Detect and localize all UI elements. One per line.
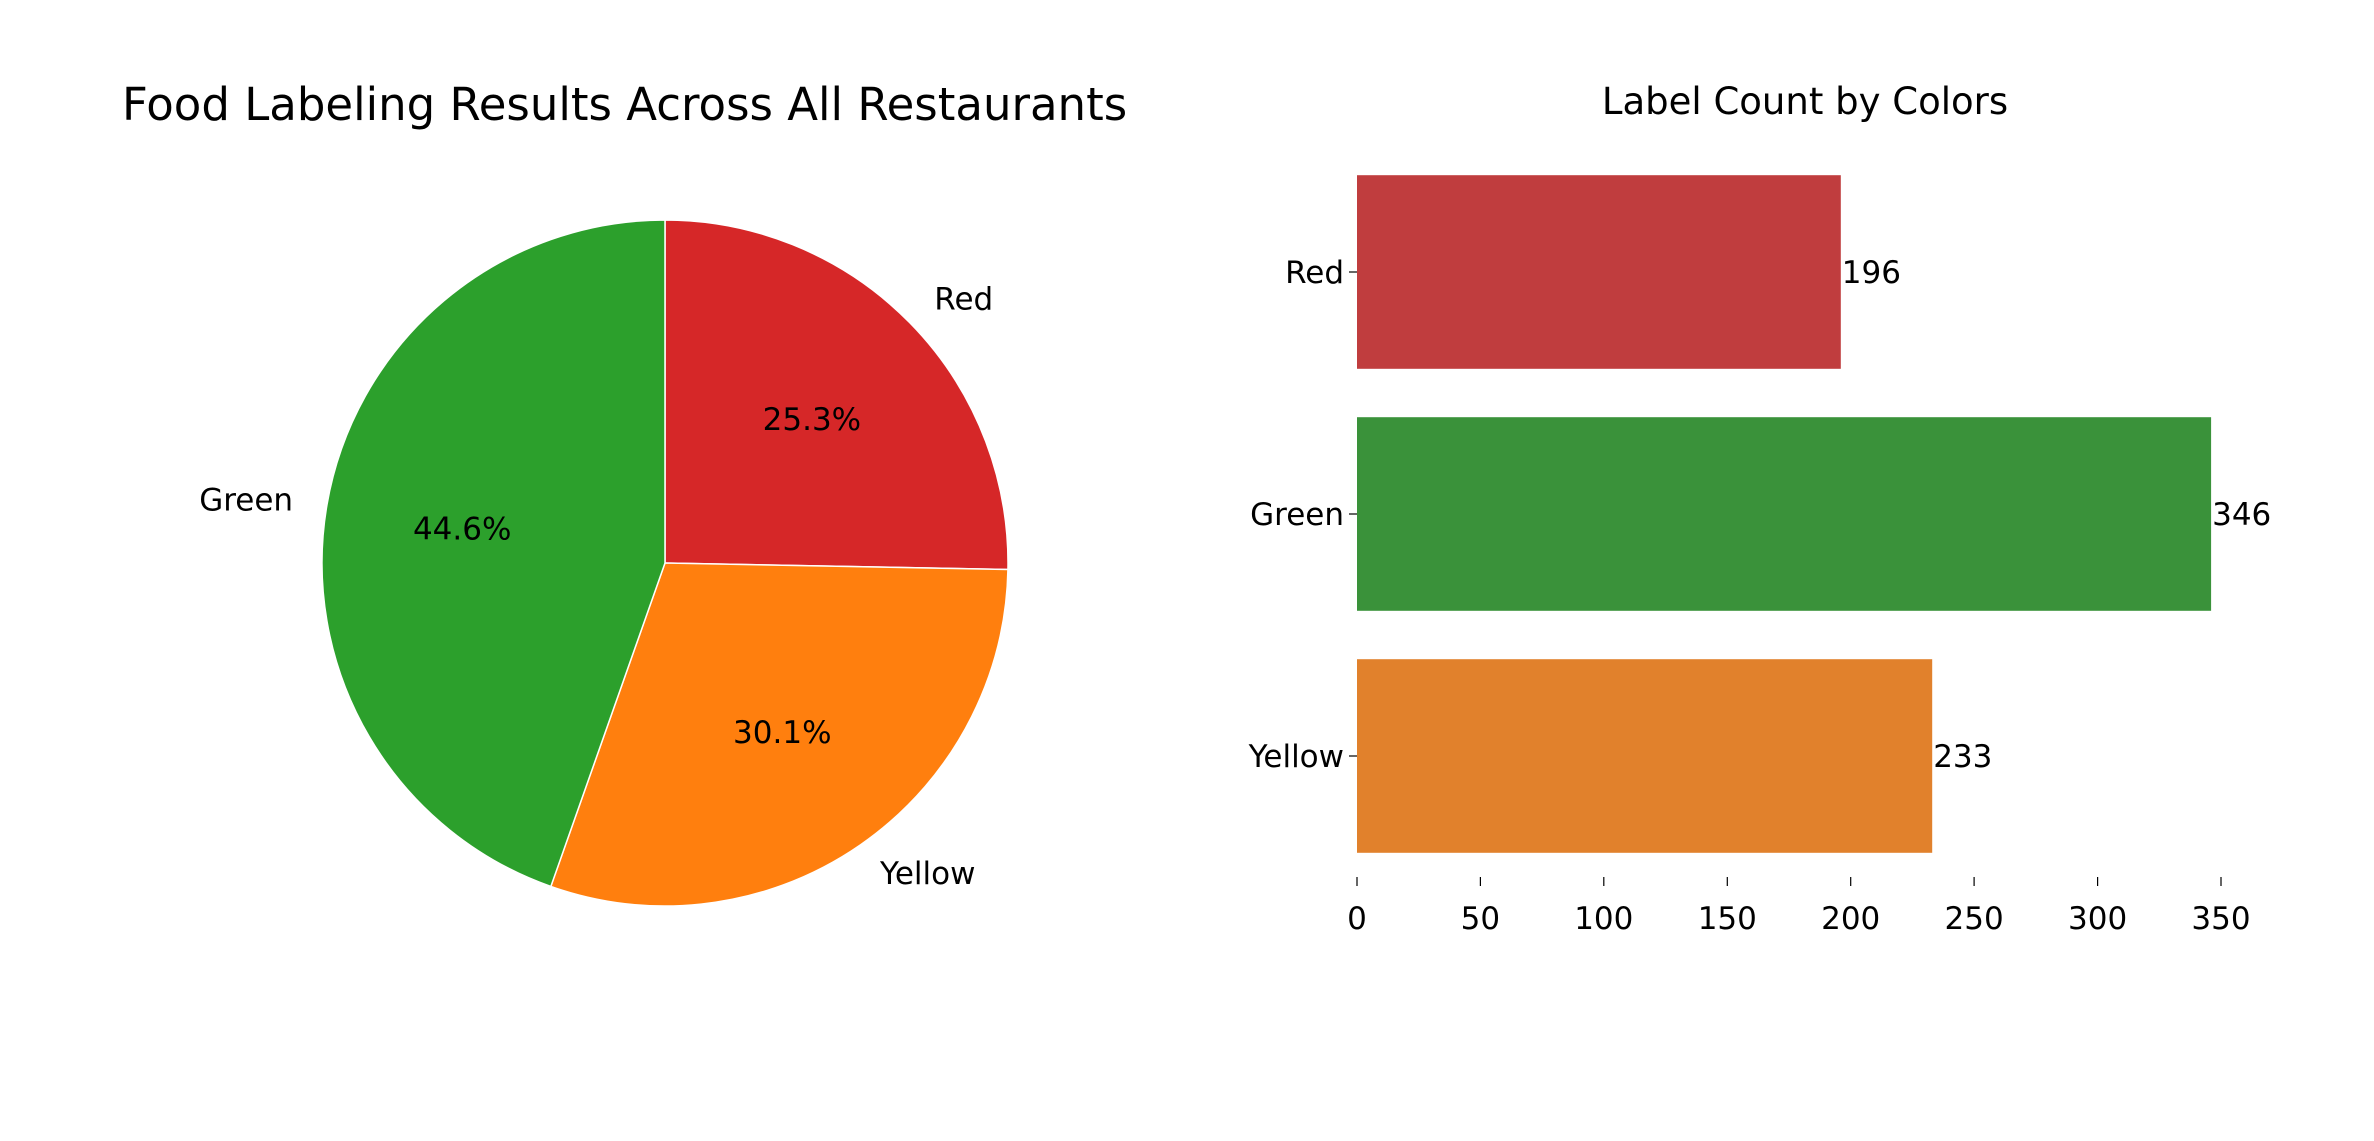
- pie-chart-title: Food Labeling Results Across All Restaur…: [122, 78, 1127, 131]
- bar-green: [1357, 417, 2212, 611]
- pie-percent-red: 25.3%: [763, 402, 861, 438]
- x-tick-label-250: 250: [1945, 901, 2004, 937]
- y-tick-label-green: Green: [1250, 497, 1344, 533]
- x-axis: 0 50 100 150 200 250 300 350: [1347, 877, 2251, 937]
- pie-label-green: Green: [199, 482, 293, 518]
- y-tick-label-red: Red: [1285, 255, 1344, 291]
- pie-slices: [321, 219, 1009, 907]
- bar-chart: Label Count by Colors 196 346 233 Red Green…: [1248, 80, 2272, 937]
- y-axis: Red Green Yellow: [1248, 255, 1357, 775]
- bar-value-label-yellow: 233: [1933, 739, 1992, 775]
- pie-label-red: Red: [934, 282, 993, 318]
- x-tick-label-300: 300: [2068, 901, 2127, 937]
- x-tick-label-150: 150: [1698, 901, 1757, 937]
- bar-value-label-green: 346: [2212, 497, 2271, 533]
- x-tick-label-0: 0: [1347, 901, 1367, 937]
- bar-red: [1357, 175, 1841, 369]
- pie-slice-red: [664, 219, 1009, 571]
- y-tick-label-yellow: Yellow: [1248, 739, 1344, 775]
- pie-chart: Food Labeling Results Across All Restaur…: [122, 78, 1127, 907]
- x-tick-label-200: 200: [1821, 901, 1880, 937]
- pie-percent-green: 44.6%: [413, 511, 511, 547]
- bar-chart-title: Label Count by Colors: [1602, 80, 2008, 123]
- pie-slice-yellow: [549, 562, 1009, 907]
- x-tick-label-350: 350: [2191, 901, 2250, 937]
- pie-label-yellow: Yellow: [879, 856, 975, 892]
- bar-yellow: [1357, 659, 1933, 853]
- pie-labels: Red 25.3% Yellow 30.1% Green 44.6%: [199, 282, 993, 892]
- pie-percent-yellow: 30.1%: [733, 715, 831, 751]
- x-tick-label-50: 50: [1461, 901, 1500, 937]
- bars: 196 346 233: [1357, 175, 2271, 853]
- x-tick-label-100: 100: [1574, 901, 1633, 937]
- bar-value-label-red: 196: [1842, 255, 1901, 291]
- pie-slice-green: [321, 219, 666, 888]
